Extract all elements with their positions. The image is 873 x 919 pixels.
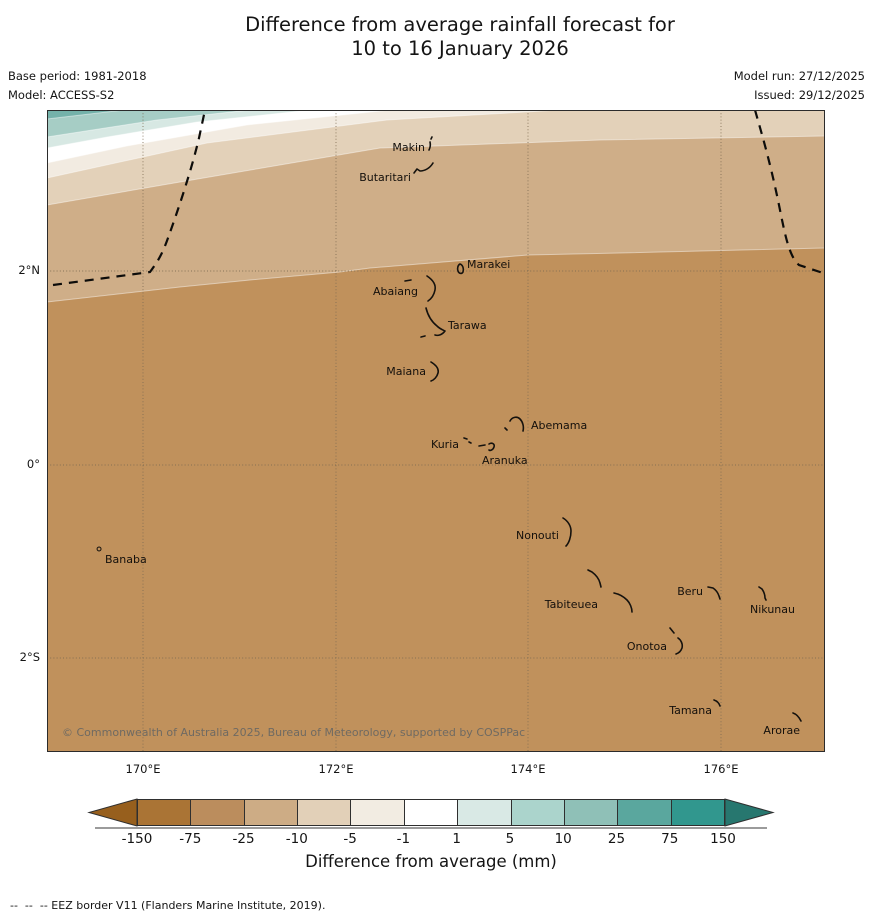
colorbar-shadow	[95, 827, 767, 829]
forecast-map-canvas: Makin Butaritari Marakei Abaiang Tarawa Maian…	[46, 109, 827, 752]
island-label-makin: Makin	[392, 141, 425, 154]
colorbar-tick--1: -1	[396, 831, 411, 847]
colorbar-tick--25: -25	[232, 831, 255, 847]
colorbar-segment-3	[297, 800, 351, 825]
island-label-aranuka: Aranuka	[482, 454, 528, 467]
issued-text: Issued: 29/12/2025	[754, 88, 865, 102]
eez-border-lines	[52, 109, 827, 287]
island-shape-banaba	[96, 546, 102, 552]
page-title-line2: 10 to 16 January 2026	[351, 37, 569, 60]
page-title-line1: Difference from average rainfall forecas…	[245, 13, 675, 36]
colorbar-arrow-left	[87, 798, 138, 827]
island-label-marakei: Marakei	[467, 258, 510, 271]
ytick-2°S: 2°S	[19, 650, 40, 664]
colorbar	[137, 799, 725, 826]
colorbar-tick-25: 25	[607, 831, 626, 847]
island-shape-butaritari	[413, 162, 434, 174]
colorbar-tick-5: 5	[505, 831, 515, 847]
model-run-text: Model run: 27/12/2025	[733, 69, 865, 83]
colorbar-tick-10: 10	[554, 831, 572, 847]
island-label-tamana: Tamana	[668, 704, 712, 717]
island-shape-tabiteuea	[587, 569, 633, 613]
island-shape-maiana	[430, 361, 439, 382]
island-shape-abaiang	[404, 275, 436, 302]
island-label-tarawa: Tarawa	[447, 319, 487, 332]
island-shape-marakei	[456, 263, 465, 275]
island-shape-abemama	[504, 416, 525, 432]
map-frame	[47, 110, 825, 752]
island-shape-arorae	[792, 712, 802, 722]
colorbar-tick--5: -5	[343, 831, 357, 847]
island-label-banaba: Banaba	[105, 553, 147, 566]
colorbar-segment-4	[350, 800, 404, 825]
island-label-abaiang: Abaiang	[373, 285, 418, 298]
island-label-nonouti: Nonouti	[516, 529, 559, 542]
island-shape-kuria	[463, 437, 472, 444]
colorbar-segment-2	[243, 800, 298, 825]
model-text: Model: ACCESS-S2	[8, 88, 115, 102]
island-label-nikunau: Nikunau	[750, 603, 795, 616]
island-shape-beru	[707, 586, 721, 600]
colorbar-segment-1	[190, 800, 244, 825]
island-label-butaritari: Butaritari	[359, 171, 411, 184]
colorbar-segment-10	[670, 800, 724, 825]
island-shape-aranuka	[478, 442, 495, 452]
island-label-beru: Beru	[677, 585, 703, 598]
xtick-174°E: 174°E	[510, 762, 546, 776]
colorbar-tick-75: 75	[661, 831, 679, 847]
colorbar-tick-150: 150	[710, 831, 736, 847]
colorbar-segment-5	[403, 800, 458, 825]
island-label-maiana: Maiana	[386, 365, 426, 378]
colorbar-tick--150: -150	[121, 831, 153, 847]
map-copyright: © Commonwealth of Australia 2025, Bureau…	[62, 726, 525, 739]
islands-layer: Makin Butaritari Marakei Abaiang Tarawa Maian…	[96, 136, 802, 737]
island-label-kuria: Kuria	[431, 438, 459, 451]
colorbar-segment-9	[617, 800, 671, 825]
ytick-2°N: 2°N	[18, 263, 40, 277]
eez-footnote: -- -- -- EEZ border V11 (Flanders Marine…	[10, 899, 326, 912]
island-label-tabiteuea: Tabiteuea	[544, 598, 598, 611]
colorbar-label: Difference from average (mm)	[305, 852, 557, 871]
colorbar-tick--75: -75	[179, 831, 202, 847]
island-shape-tarawa	[420, 307, 446, 338]
xtick-176°E: 176°E	[703, 762, 739, 776]
colorbar-segment-7	[510, 800, 564, 825]
colorbar-segment-8	[563, 800, 618, 825]
xtick-170°E: 170°E	[125, 762, 161, 776]
island-label-abemama: Abemama	[531, 419, 587, 432]
eez-border-east	[753, 109, 827, 276]
island-shape-makin	[428, 136, 433, 151]
colorbar-tick-1: 1	[452, 831, 461, 847]
xtick-172°E: 172°E	[318, 762, 354, 776]
island-shape-tamana	[713, 699, 721, 707]
colorbar-segment-6	[457, 800, 511, 825]
island-label-arorae: Arorae	[763, 724, 800, 737]
island-shape-nonouti	[562, 517, 572, 547]
contour-bands	[46, 109, 826, 752]
colorbar-arrow-right	[724, 798, 775, 827]
graticule	[47, 110, 825, 752]
base-period-text: Base period: 1981-2018	[8, 69, 147, 83]
colorbar-segment-0	[138, 800, 191, 825]
colorbar-tick--10: -10	[285, 831, 308, 847]
island-label-onotoa: Onotoa	[627, 640, 667, 653]
island-shape-onotoa	[669, 627, 684, 655]
island-shape-nikunau	[758, 586, 767, 601]
forecast-map: Makin Butaritari Marakei Abaiang Tarawa Maian…	[46, 109, 827, 752]
ytick-0°: 0°	[26, 457, 40, 471]
